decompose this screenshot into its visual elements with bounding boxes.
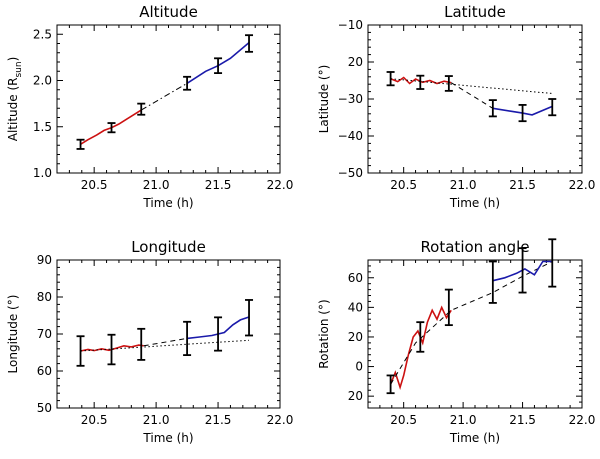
y-axis-label: Latitude (°) [317,65,331,134]
error-bar [416,74,425,90]
error-bar [518,104,527,123]
error-bar [416,321,425,353]
error-bar [245,34,254,53]
chart-panel-4: Rotation angle 20.5 21.0 21.5 22.0 20 0 20 40 60 T… [317,238,595,445]
chart-panel-3: Longitude 20.5 21.0 21.5 22.0 50 60 70 80 90 Time … [6,238,293,445]
y-axis-label: Altitude (Rsun) [6,57,24,142]
x-tick-label: 20.5 [390,178,417,192]
x-axis-label: Time (h) [142,431,193,445]
x-tick-label: 21.5 [205,178,232,192]
x-tick-label: 21.5 [205,413,232,427]
plot-frame [56,259,281,409]
series-line-blue [187,316,250,340]
y-tick-label: 50 [37,401,52,415]
error-bar [488,99,497,118]
x-tick-label: 22.0 [267,413,294,427]
x-tick-label: 21.0 [143,413,170,427]
y-axis-label: Longitude (°) [6,295,20,374]
error-bar [76,138,85,150]
series-line-blue [492,260,553,282]
error-bar [137,327,146,361]
y-axis-label-text: Latitude (°) [317,65,331,134]
error-bar [214,57,223,74]
chart-title: Rotation angle [420,238,529,256]
x-tick-label: 21.0 [143,178,170,192]
error-bar [444,288,453,327]
y-tick-label: 40 [348,300,363,314]
y-tick-label: 20 [348,55,363,69]
y-tick-label: 60 [37,364,52,378]
series-line-dashed [143,337,188,347]
y-tick-label: 60 [348,271,363,285]
error-bar [518,247,527,294]
y-tick-label: 20 [348,389,363,403]
y-tick-label: 2.0 [33,74,52,88]
series-line-dotted [390,78,553,94]
series-line-dashed [390,261,553,385]
x-tick-label: 21.5 [509,413,536,427]
x-tick-label: 22.0 [569,413,596,427]
x-tick-label: 22.0 [267,178,294,192]
y-tick-label: 1.5 [33,120,52,134]
x-tick-label: 21.5 [509,178,536,192]
y-tick-label: 70 [37,327,52,341]
series-line-dash-dot [140,82,188,111]
error-bar [548,98,557,117]
y-axis-label-text: Rotation (°) [317,299,331,368]
x-axis-label: Time (h) [449,431,500,445]
x-tick-label: 21.0 [450,178,477,192]
error-bar [245,299,254,337]
y-tick-label: −50 [338,166,363,180]
x-axis-label: Time (h) [449,196,500,210]
x-tick-label: 20.5 [81,178,108,192]
error-bar [488,260,497,304]
y-axis-label: Rotation (°) [317,299,331,368]
x-axis-label: Time (h) [142,196,193,210]
plot-frame [56,24,281,174]
error-bar [386,71,395,87]
chart-title: Longitude [131,238,206,256]
y-tick-label: −10 [338,18,363,32]
y-tick-label: −40 [338,129,363,143]
error-bar [214,316,223,352]
error-bar [137,102,146,116]
x-tick-label: 20.5 [390,413,417,427]
error-bar [183,75,192,91]
series-line-dashed [450,82,494,109]
chart-title: Altitude [139,3,198,21]
x-tick-label: 20.5 [81,413,108,427]
y-axis-label-text: Longitude (°) [6,295,20,374]
error-bar [444,75,453,92]
series-line-red [390,76,452,85]
chart-title: Latitude [444,3,506,21]
error-bar [107,122,116,134]
y-tick-label: 20 [348,330,363,344]
x-tick-label: 22.0 [569,178,596,192]
y-tick-label: 80 [37,290,52,304]
y-tick-label: 2.5 [33,27,52,41]
series-line-dotted [80,339,250,352]
y-tick-label: 0 [355,360,363,374]
error-bar [76,335,85,367]
chart-panel-2: Latitude 20.5 21.0 21.5 22.0 −50 −40 −30 20 −10 Ti… [317,3,595,210]
y-tick-label: 1.0 [33,166,52,180]
error-bar [548,238,557,288]
error-bar [183,320,192,356]
x-tick-label: 21.0 [450,413,477,427]
y-axis-label-subscript: sun [14,61,24,77]
y-tick-label: 90 [37,253,52,267]
error-bar [386,374,395,395]
y-axis-label-text: Altitude (R [6,78,20,142]
error-bar [107,333,116,366]
y-axis-label-end: ) [6,57,20,62]
y-tick-label: −30 [338,92,363,106]
chart-panel-1: Altitude 20.5 21.0 21.5 22.0 1.0 1.5 2.0 2.5 Time… [6,3,293,210]
